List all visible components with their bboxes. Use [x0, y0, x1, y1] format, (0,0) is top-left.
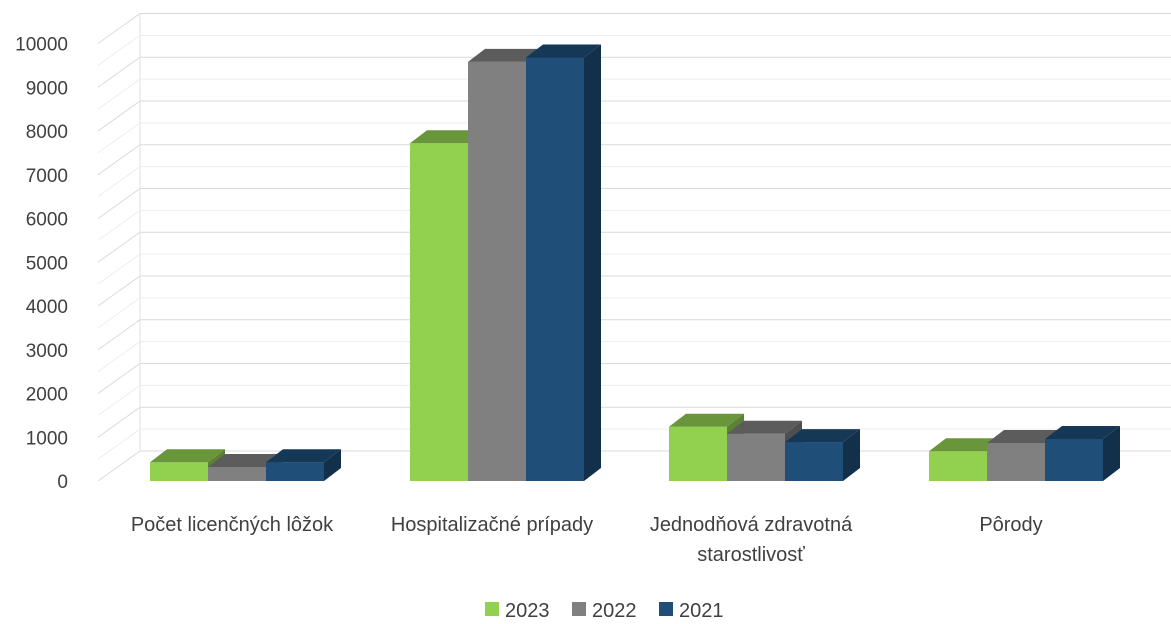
legend-swatch [572, 602, 586, 616]
gridline-depth [98, 210, 140, 240]
x-tick-label: Pôrody [979, 514, 1042, 536]
legend-item: 2021 [659, 600, 724, 619]
legend-swatch [659, 602, 673, 616]
gridline-depth [98, 407, 140, 437]
bar-front [150, 462, 208, 481]
legend-item: 2023 [485, 600, 550, 619]
bar-front [266, 462, 324, 481]
x-tick-label: Jednodňová zdravotná [650, 514, 853, 536]
bar-front [410, 143, 468, 481]
gridline-depth [98, 145, 140, 175]
bars [150, 45, 1120, 482]
x-tick-label: Počet licenčných lôžok [131, 514, 334, 536]
gridline-depth [98, 101, 140, 131]
bar-side [584, 45, 601, 482]
gridline-depth [98, 276, 140, 306]
y-tick-label: 6000 [26, 210, 68, 231]
y-tick-label: 1000 [26, 428, 68, 449]
gridline-depth [98, 451, 140, 481]
y-axis-ticks: 0 1000 2000 3000 4000 5000 6000 7000 8000 9000 100… [15, 35, 68, 494]
x-axis-labels: Počet licenčných lôžok Hospitalizačné prí… [131, 514, 1043, 566]
legend-swatch [485, 602, 499, 616]
gridline-depth [98, 123, 140, 153]
bar [1045, 426, 1120, 481]
bar-front [526, 58, 584, 482]
bar-front [669, 427, 727, 481]
y-tick-label: 10000 [15, 35, 68, 56]
bar-front [785, 442, 843, 481]
legend-label: 2023 [505, 600, 550, 619]
gridline-depth [98, 364, 140, 394]
y-tick-label: 9000 [26, 78, 68, 99]
y-tick-label: 2000 [26, 385, 68, 406]
gridline-depth [98, 385, 140, 415]
legend-label: 2022 [592, 600, 637, 619]
bar [785, 429, 860, 481]
gridline-depth [98, 429, 140, 459]
bar-front [727, 434, 785, 481]
bar [266, 449, 341, 481]
bar-front [987, 443, 1045, 481]
gridline-depth [98, 189, 140, 219]
gridline-depth [98, 57, 140, 87]
gridline-depth [98, 35, 140, 65]
legend-item: 2022 [572, 600, 637, 619]
y-tick-label: 7000 [26, 166, 68, 187]
x-tick-label: Hospitalizačné prípady [391, 514, 593, 536]
x-tick-label: starostlivosť [697, 544, 805, 566]
y-tick-label: 5000 [26, 253, 68, 274]
y-tick-label: 3000 [26, 341, 68, 362]
bar-front [468, 62, 526, 481]
gridline-depth [98, 320, 140, 350]
gridline-depth [98, 14, 140, 44]
gridline-depth [98, 167, 140, 197]
gridline-depth [98, 79, 140, 109]
y-tick-label: 4000 [26, 297, 68, 318]
gridline-depth [98, 298, 140, 328]
bar-front [929, 451, 987, 481]
bar-front [208, 467, 266, 481]
gridline-depth [98, 342, 140, 372]
y-tick-label: 8000 [26, 122, 68, 143]
bar-front [1045, 439, 1103, 481]
legend: 2023 2022 2021 [485, 600, 724, 619]
y-tick-label: 0 [57, 472, 68, 493]
gridline-depth [98, 254, 140, 284]
gridlines [98, 14, 1171, 482]
bar [526, 45, 601, 482]
legend-label: 2021 [679, 600, 724, 619]
gridline-depth [98, 232, 140, 262]
